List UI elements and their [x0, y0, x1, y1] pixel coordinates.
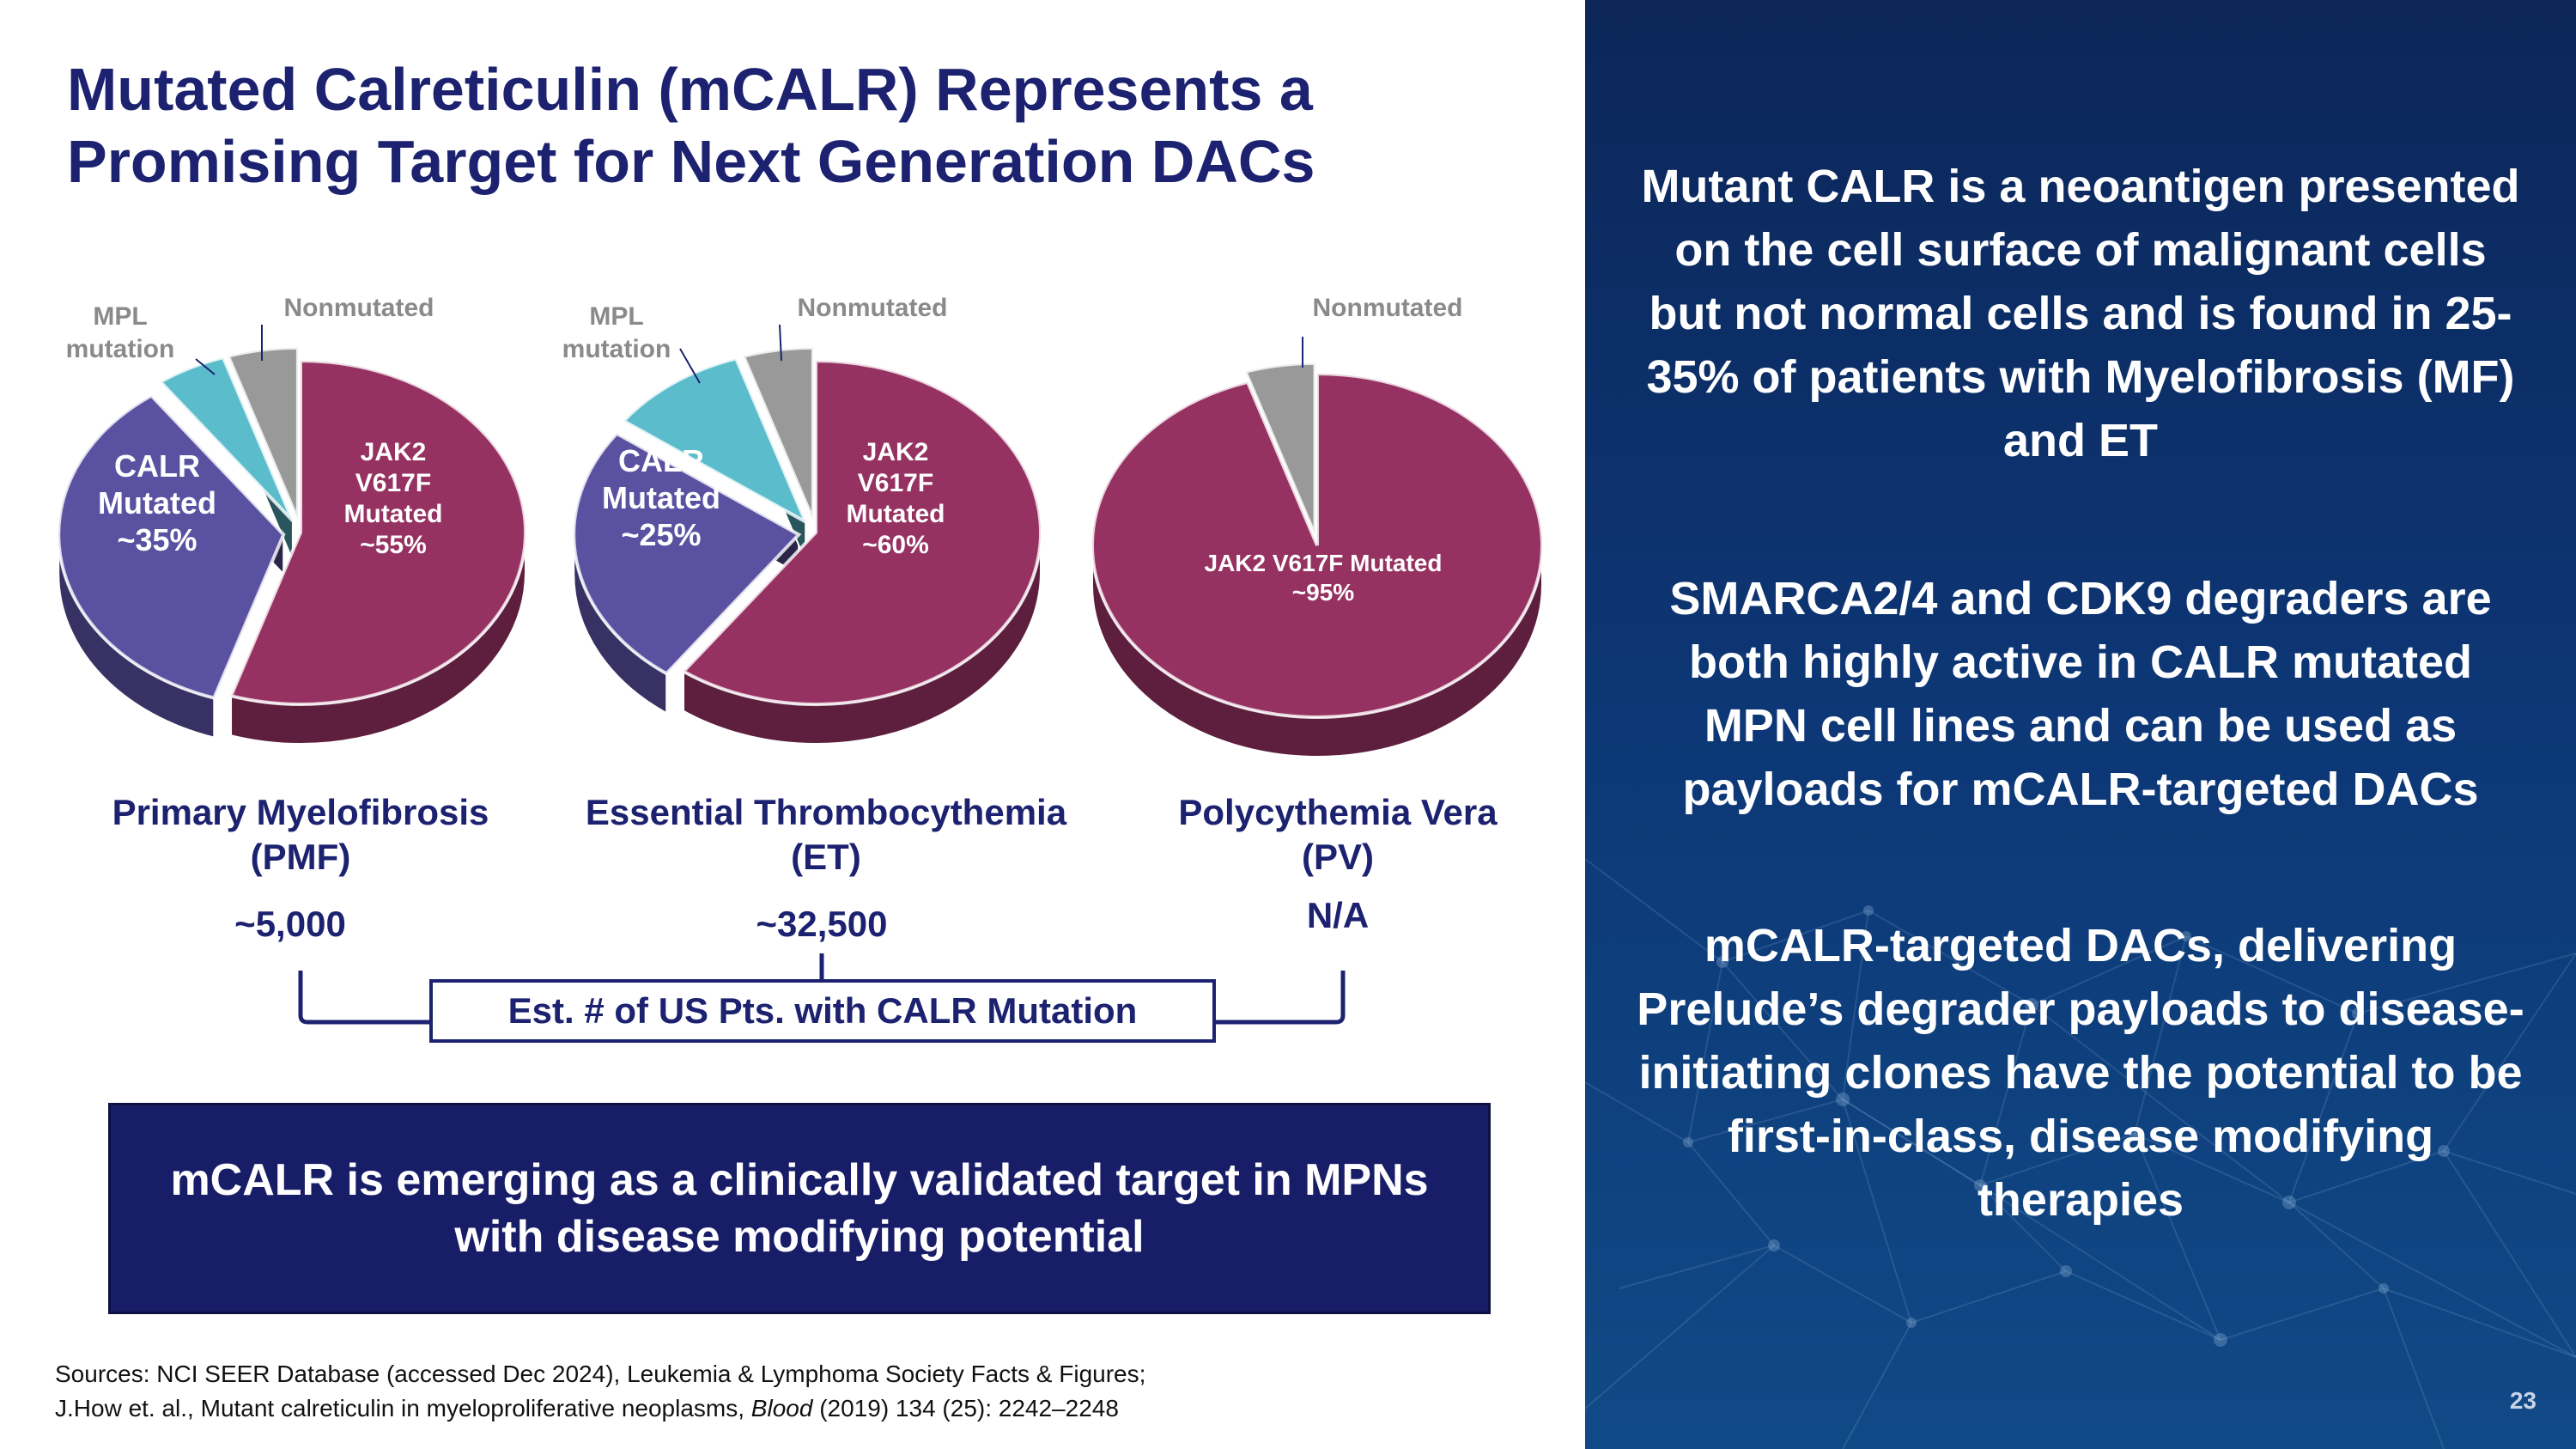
- title-line-2: Promising Target for Next Generation DAC…: [67, 128, 1315, 195]
- count-pmf: ~5,000: [234, 904, 346, 944]
- slide-title: Mutated Calreticulin (mCALR) Represents …: [67, 53, 1527, 198]
- pie-chart-et: JAK2 V617F Mutated ~60% CALR Mutated ~25% MPL mu…: [562, 294, 1042, 745]
- est-patients-box: Est. # of US Pts. with CALR Mutation: [429, 979, 1216, 1043]
- pie-pmf-callout-nonmutated: Nonmutated: [284, 294, 434, 322]
- sources-journal: Blood: [750, 1395, 813, 1422]
- pie-et-label-calr-mutated: CALR Mutated ~25%: [602, 443, 720, 552]
- sources-volume: (2019) 134 (25): 2242–2248: [819, 1395, 1119, 1422]
- pie-et-slice-nonmutated: [741, 345, 815, 521]
- callout-text: mCALR is emerging as a clinically valida…: [170, 1155, 1429, 1262]
- pie-et-callout-mpl-mutation: MPL mutation: [562, 302, 671, 363]
- network-background-graphic: [1585, 858, 2576, 1449]
- sources-line-2: J.How et. al., Mutant calreticulin in my…: [55, 1391, 1515, 1426]
- disease-label-pv: Polycythemia Vera (PV): [1063, 790, 1613, 880]
- disease-pmf-name: Primary Myelofibrosis: [112, 792, 489, 832]
- pie-chart-pv: JAK2 V617F Mutated ~95% Nonmutated: [1091, 294, 1544, 758]
- pie-et-label-jak2-v617f-mutated: JAK2 V617F Mutated ~60%: [847, 438, 945, 559]
- pie-pmf-leader-line: [195, 358, 216, 375]
- pie-pmf-slice-mpl-mutation: [157, 355, 295, 522]
- disease-et-abbr: (ET): [791, 837, 861, 877]
- pie-et-slice-calr-mutated: [572, 431, 802, 676]
- count-pv: N/A: [1306, 895, 1370, 935]
- title-line-1: Mutated Calreticulin (mCALR) Represents …: [67, 56, 1313, 123]
- panel-point-neoantigen: Mutant CALR is a neoantigen presented on…: [1641, 161, 2520, 466]
- pie-et-slice-jak2-v617f-mutated: [680, 358, 1042, 706]
- pie-pv-slice-nonmutated: [1242, 361, 1317, 536]
- pie-et-slice-mpl-mutation: [621, 356, 810, 527]
- pie-chart-pmf: JAK2 V617F Mutated ~55% CALR Mutated ~35% MPL mu…: [57, 294, 527, 745]
- pie-pmf-label-calr-mutated: CALR Mutated ~35%: [98, 448, 216, 557]
- disease-pv-abbr: (PV): [1302, 837, 1374, 877]
- pie-et-leader-line: [779, 324, 782, 362]
- pie-pv-label-jak2-v617f-mutated: JAK2 V617F Mutated ~95%: [1205, 550, 1443, 606]
- panel-point-dacs: mCALR-targeted DACs, delivering Prelude’…: [1637, 920, 2524, 1226]
- pie-et-callout-nonmutated: Nonmutated: [798, 294, 948, 322]
- page-number: 23: [2509, 1387, 2537, 1414]
- pie-pmf-slice-calr-mutated: [57, 393, 286, 700]
- right-panel: Mutant CALR is a neoantigen presented on…: [1585, 0, 2576, 1449]
- disease-label-pmf: Primary Myelofibrosis (PMF): [26, 790, 575, 880]
- panel-point-degraders: SMARCA2/4 and CDK9 degraders are both hi…: [1669, 573, 2492, 815]
- sources-line-1: Sources: NCI SEER Database (accessed Dec…: [55, 1361, 1146, 1387]
- sources: Sources: NCI SEER Database (accessed Dec…: [55, 1357, 1515, 1426]
- disease-pv-name: Polycythemia Vera: [1178, 792, 1498, 832]
- pie-et-leader-line: [679, 348, 701, 384]
- pie-pv-slice-jak2-v617f-mutated: [1091, 371, 1544, 719]
- disease-pmf-abbr: (PMF): [250, 837, 351, 877]
- pie-pmf-slice-jak2-v617f-mutated: [228, 358, 527, 706]
- pie-charts: JAK2 V617F Mutated ~55% CALR Mutated ~35% MPL mu…: [57, 294, 1544, 758]
- disease-et-name: Essential Thrombocythemia: [585, 792, 1067, 832]
- disease-label-et: Essential Thrombocythemia (ET): [551, 790, 1101, 880]
- est-patients-label: Est. # of US Pts. with CALR Mutation: [507, 990, 1138, 1031]
- count-et: ~32,500: [756, 904, 888, 944]
- pie-pmf-callout-mpl-mutation: MPL mutation: [66, 302, 175, 363]
- pie-pmf-label-jak2-v617f-mutated: JAK2 V617F Mutated ~55%: [344, 438, 443, 559]
- pie-pv-callout-nonmutated: Nonmutated: [1313, 294, 1463, 322]
- sources-citation: J.How et. al., Mutant calreticulin in my…: [55, 1395, 745, 1422]
- callout-box: mCALR is emerging as a clinically valida…: [108, 1103, 1491, 1314]
